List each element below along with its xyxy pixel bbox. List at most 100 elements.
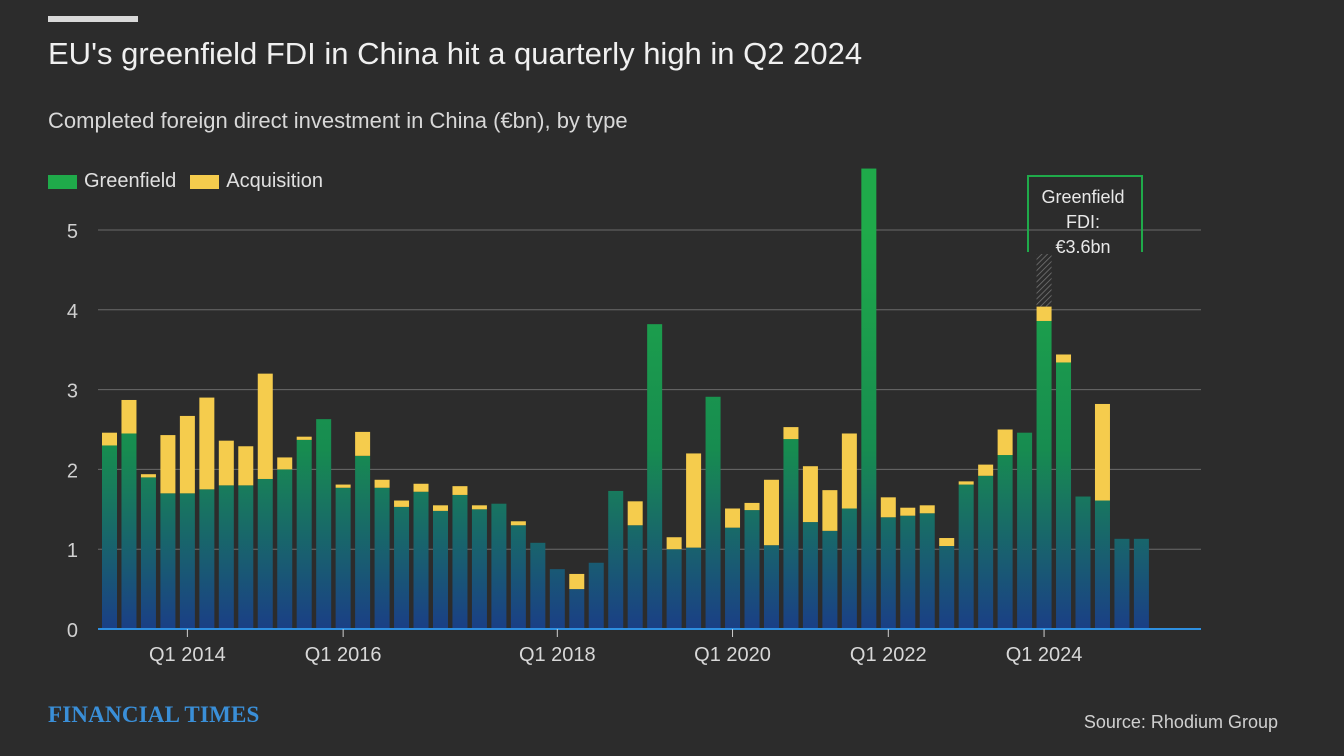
bar-greenfield <box>1036 320 1052 629</box>
bar-acquisition <box>783 427 799 440</box>
legend-label-greenfield: Greenfield <box>84 170 177 192</box>
bar-acquisition <box>374 479 390 488</box>
bar-acquisition <box>277 457 293 470</box>
bar-greenfield <box>140 477 156 629</box>
y-tick-label: 2 <box>67 460 78 482</box>
bar-acquisition <box>997 429 1013 456</box>
bar-acquisition <box>471 505 487 510</box>
bar-acquisition <box>802 466 818 523</box>
bar-acquisition <box>238 446 254 486</box>
bar-acquisition <box>627 501 643 526</box>
bar-greenfield <box>725 527 741 629</box>
bar-acquisition <box>510 521 526 526</box>
bar-acquisition <box>394 500 410 507</box>
legend: Greenfield Acquisition <box>48 170 337 193</box>
x-tick-label: Q1 2018 <box>519 644 596 666</box>
bar-acquisition <box>880 497 896 518</box>
annotation-text: €3.6bn <box>1055 237 1110 257</box>
bar-acquisition <box>179 415 195 494</box>
bar-greenfield <box>335 487 351 629</box>
bar-greenfield <box>296 439 312 629</box>
annotation-text: FDI: <box>1066 212 1100 232</box>
bar-greenfield <box>179 493 195 629</box>
x-tick-label: Q1 2024 <box>1006 644 1083 666</box>
bar-greenfield <box>1114 538 1130 629</box>
bar-greenfield <box>686 547 702 629</box>
bar-greenfield <box>257 478 273 629</box>
ft-logo: FINANCIAL TIMES <box>48 702 260 727</box>
x-axis-ticks: Q1 2014 Q1 2016 Q1 2018 Q1 2020 Q1 2022 Q1 20… <box>149 629 1082 666</box>
annotation-connector <box>1036 254 1052 307</box>
bar-greenfield <box>510 525 526 629</box>
bar-greenfield <box>432 510 448 629</box>
bar-greenfield <box>1094 500 1110 629</box>
bar-greenfield <box>218 485 234 629</box>
bar-acquisition <box>744 502 760 511</box>
y-tick-label: 4 <box>67 301 78 323</box>
bar-greenfield <box>394 506 410 629</box>
chart-subtitle: Completed foreign direct investment in C… <box>48 108 628 133</box>
bar-greenfield <box>1017 432 1033 629</box>
bar-greenfield <box>569 589 585 629</box>
bar-acquisition <box>569 573 585 590</box>
legend-label-acquisition: Acquisition <box>226 170 323 192</box>
bar-acquisition <box>296 436 312 440</box>
bar-acquisition <box>1094 403 1110 501</box>
bar-greenfield <box>900 515 916 629</box>
bar-greenfield <box>608 490 624 629</box>
bar-greenfield <box>627 525 643 629</box>
bar-greenfield <box>1056 362 1072 629</box>
bar-greenfield <box>452 494 468 629</box>
acquisition-swatch <box>190 174 220 189</box>
bar-acquisition <box>919 505 935 514</box>
bar-greenfield <box>841 508 857 629</box>
bar-greenfield <box>530 542 546 629</box>
bar-acquisition <box>355 431 371 456</box>
bar-greenfield <box>763 545 779 629</box>
bar-acquisition <box>140 474 156 478</box>
y-tick-label: 1 <box>67 540 78 562</box>
bar-greenfield <box>491 503 507 629</box>
bar-acquisition <box>686 453 702 548</box>
bar-greenfield <box>471 509 487 629</box>
annotation-text: Greenfield <box>1041 187 1124 207</box>
bar-greenfield <box>588 562 604 629</box>
x-tick-label: Q1 2022 <box>850 644 927 666</box>
source-note: Source: Rhodium Group <box>1083 712 1278 732</box>
legend-item-acquisition: Acquisition <box>190 170 323 193</box>
y-tick-label: 3 <box>67 381 78 403</box>
bar-acquisition <box>1036 306 1052 321</box>
bar-greenfield <box>316 419 332 629</box>
x-tick-label: Q1 2014 <box>149 644 226 666</box>
chart-title: EU's greenfield FDI in China hit a quart… <box>48 36 863 71</box>
bar-greenfield <box>647 324 663 629</box>
bar-greenfield <box>374 487 390 629</box>
bar-acquisition <box>452 486 468 495</box>
bar-acquisition <box>413 483 429 492</box>
x-tick-label: Q1 2020 <box>694 644 771 666</box>
bar-greenfield <box>705 396 721 629</box>
bar-greenfield <box>160 493 176 629</box>
bar-acquisition <box>102 432 117 446</box>
bar-acquisition <box>939 538 955 547</box>
bar-greenfield <box>102 445 117 629</box>
y-tick-label: 5 <box>67 221 78 243</box>
bar-greenfield <box>121 433 137 629</box>
bar-greenfield <box>939 546 955 629</box>
bar-greenfield <box>549 569 565 629</box>
bars <box>98 168 1201 630</box>
bar-acquisition <box>218 440 234 486</box>
bar-acquisition <box>257 373 273 479</box>
x-tick-label: Q1 2016 <box>305 644 382 666</box>
bar-greenfield <box>199 489 215 629</box>
y-tick-label: 0 <box>67 620 78 642</box>
bar-acquisition <box>725 508 741 528</box>
bar-greenfield <box>238 485 254 629</box>
bar-acquisition <box>978 464 994 476</box>
bar-acquisition <box>900 507 916 516</box>
legend-item-greenfield: Greenfield <box>48 170 176 193</box>
bar-acquisition <box>432 505 448 511</box>
bar-greenfield <box>880 517 896 629</box>
bar-greenfield <box>861 168 877 629</box>
